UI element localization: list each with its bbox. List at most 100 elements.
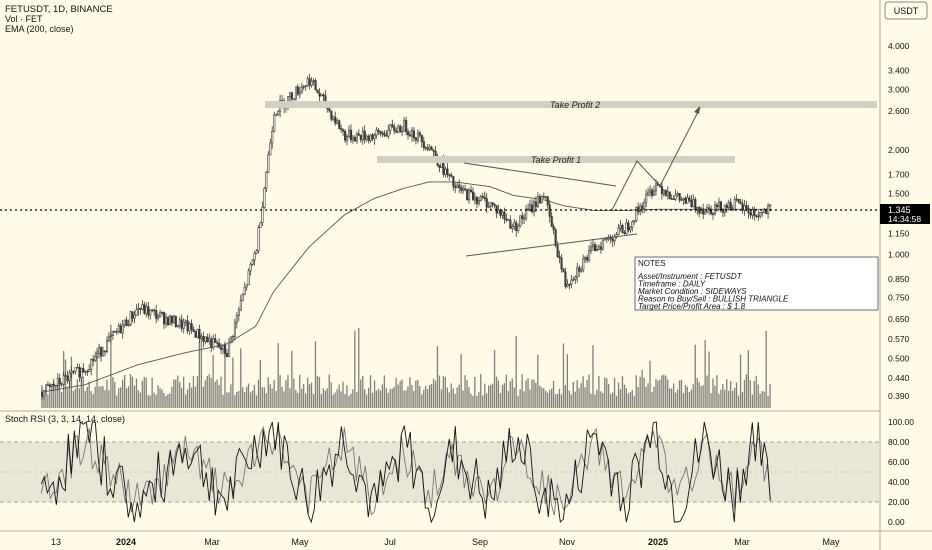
candle-body <box>389 124 392 131</box>
candle-body <box>631 221 634 228</box>
volume-bar <box>541 387 543 408</box>
volume-bar <box>484 383 486 408</box>
candle-body <box>460 187 463 191</box>
volume-bar <box>529 389 531 408</box>
candle-body <box>344 131 347 141</box>
volume-bar <box>151 377 153 408</box>
time-tick-label: 13 <box>51 537 61 547</box>
candle-body <box>578 267 581 272</box>
volume-bar <box>147 395 149 408</box>
volume-bar <box>330 382 332 408</box>
candle-body <box>363 130 366 140</box>
volume-bar <box>297 393 299 408</box>
volume-bar <box>218 385 220 408</box>
triangle-lower-trendline[interactable] <box>465 233 638 257</box>
candle-body <box>599 246 603 250</box>
volume-bar <box>615 395 618 408</box>
price-tick-label: 1.150 <box>888 228 910 238</box>
ema-indicator-label[interactable]: EMA (200, close) <box>5 24 74 34</box>
candle-body <box>491 202 494 205</box>
volume-bar <box>427 389 429 408</box>
volume-bar <box>631 390 633 408</box>
volume-bar <box>617 382 620 408</box>
time-tick-label: Mar <box>734 537 750 547</box>
price-candles[interactable] <box>40 73 772 401</box>
volume-bar <box>525 380 527 408</box>
candle-body <box>668 191 671 200</box>
volume-bar <box>722 384 724 408</box>
candle-body <box>48 384 52 387</box>
volume-bar <box>100 386 102 408</box>
take-profit-2-zone[interactable] <box>265 101 877 108</box>
symbol-title[interactable]: FETUSDT, 1D, BINANCE <box>5 4 113 15</box>
volume-bar <box>334 392 336 408</box>
candle-body <box>379 131 382 135</box>
notes-line-reason: Reason to Buy/Sell : BULLISH TRIANGLE <box>638 295 789 304</box>
volume-bar <box>425 386 427 408</box>
candle-body <box>157 316 160 319</box>
candle-body <box>218 342 221 348</box>
rsi-tick-label: 60.00 <box>888 457 910 467</box>
candle-body <box>432 149 435 152</box>
stoch-rsi-label[interactable]: Stoch RSI (3, 3, 14, 14, close) <box>5 414 125 424</box>
volume-bar <box>346 385 348 408</box>
volume-bar <box>537 354 539 408</box>
volume-bar <box>454 394 456 408</box>
volume-bar <box>503 383 505 408</box>
candle-body <box>454 186 457 188</box>
candle-body <box>54 384 57 387</box>
candle-body <box>525 208 528 219</box>
candle-body <box>143 304 146 314</box>
price-tick-label: 0.500 <box>888 354 910 364</box>
volume-bar <box>364 389 366 408</box>
volume-bar <box>220 376 222 408</box>
candle-body <box>220 346 223 350</box>
take-profit-1-zone[interactable] <box>377 156 735 163</box>
notes-box[interactable] <box>634 256 879 311</box>
candle-body <box>64 375 67 377</box>
volume-bar <box>523 391 525 408</box>
candle-body <box>255 250 258 254</box>
price-tick-label: 0.750 <box>888 293 910 303</box>
candle-body <box>178 319 181 326</box>
currency-badge[interactable] <box>884 1 928 20</box>
price-axis[interactable]: 4.000 3.400 3.000 2.600 2.000 1.700 1.500 1.150… <box>888 41 910 401</box>
candle-body <box>489 202 492 207</box>
volume-bar <box>682 393 685 408</box>
time-tick-label: Jul <box>384 537 396 547</box>
candle-body <box>42 390 46 397</box>
volume-bar <box>458 384 460 408</box>
volume-bar <box>277 343 279 408</box>
candle-body <box>381 132 384 135</box>
volume-bar <box>108 390 110 408</box>
take-profit-2-label: Take Profit 2 <box>550 100 600 110</box>
volume-bar <box>598 375 600 408</box>
volume-bar <box>515 335 517 408</box>
volume-bar <box>271 388 273 408</box>
rsi-tick-label: 20.00 <box>888 497 910 507</box>
candle-body <box>194 331 197 338</box>
volume-bar <box>397 384 399 408</box>
volume-bar <box>251 390 254 408</box>
volume-bar <box>436 346 439 408</box>
candle-body <box>580 269 583 272</box>
volume-bar <box>127 386 130 408</box>
candle-body <box>90 358 93 370</box>
candle-body <box>174 315 177 328</box>
projection-path[interactable] <box>611 107 701 211</box>
volume-bar <box>621 376 624 408</box>
volume-bar <box>545 390 547 408</box>
volume-bar <box>450 383 452 408</box>
candle-body <box>619 225 622 229</box>
volume-bar <box>190 387 193 408</box>
time-axis[interactable]: 13 2024 Mar May Jul Sep Nov 2025 Mar May <box>51 537 840 547</box>
volume-indicator-label[interactable]: Vol · FET <box>5 14 43 24</box>
candle-body <box>538 196 542 204</box>
triangle-upper-trendline[interactable] <box>463 162 617 187</box>
candle-body <box>176 325 179 328</box>
candle-body <box>715 204 719 208</box>
last-price-badge <box>880 204 930 224</box>
volume-bar <box>560 394 563 408</box>
volume-bar <box>82 376 84 408</box>
volume-bar <box>385 388 387 408</box>
